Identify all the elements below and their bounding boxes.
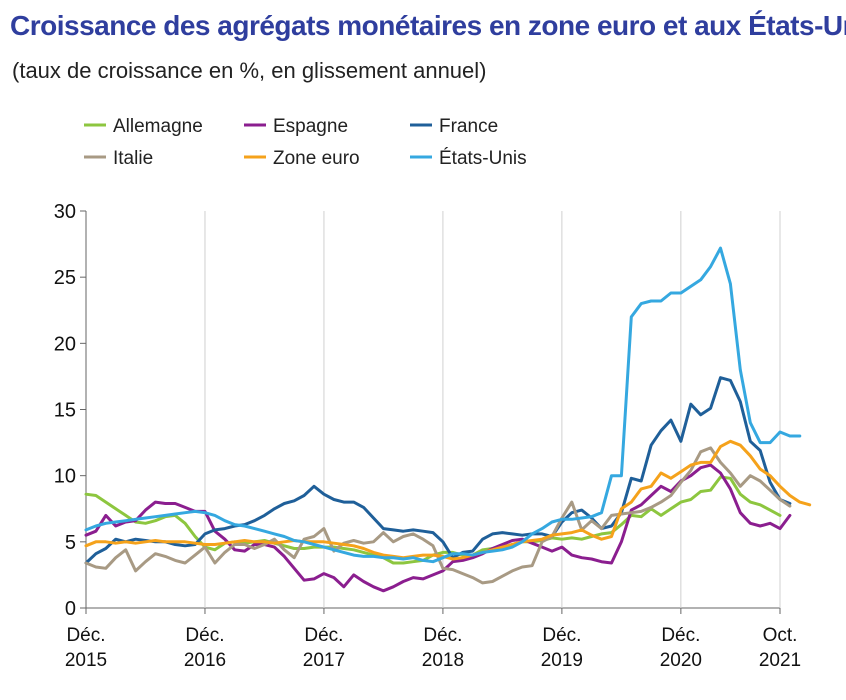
- x-tick-label: 2020: [660, 650, 702, 671]
- page-subtitle: (taux de croissance en %, en glissement …: [12, 58, 487, 83]
- y-tick-label: 30: [54, 201, 76, 223]
- x-tick-label: 2019: [541, 650, 583, 671]
- series-line--tats-unis: [84, 246, 802, 564]
- x-tick-label: 2018: [422, 650, 464, 671]
- legend-label: Espagne: [273, 116, 348, 137]
- x-tick-label: 2017: [303, 650, 345, 671]
- chart-series: [84, 246, 812, 593]
- page-title: Croissance des agrégats monétaires en zo…: [10, 10, 846, 41]
- y-tick-label: 0: [65, 598, 76, 620]
- legend-label: États-Unis: [439, 148, 527, 169]
- x-tick-label: Déc.: [66, 625, 105, 646]
- x-tick-label: 2016: [184, 650, 226, 671]
- series-line-zone-euro: [84, 439, 812, 561]
- legend-label: Zone euro: [273, 148, 360, 169]
- series-line-espagne: [84, 463, 792, 593]
- x-tick-label: 2021: [759, 650, 801, 671]
- x-tick-label: Déc.: [304, 625, 343, 646]
- x-tick-label: Déc.: [542, 625, 581, 646]
- y-tick-label: 15: [54, 400, 76, 422]
- y-tick-label: 25: [54, 267, 76, 289]
- legend-label: Italie: [113, 148, 153, 169]
- y-tick-label: 20: [54, 333, 76, 355]
- series-line-france: [84, 376, 792, 565]
- x-tick-label: Déc.: [185, 625, 224, 646]
- y-tick-label: 5: [65, 532, 76, 554]
- legend-label: France: [439, 116, 498, 137]
- x-tick-label: Déc.: [423, 625, 462, 646]
- x-tick-label: Déc.: [661, 625, 700, 646]
- x-tick-label: 2015: [65, 650, 107, 671]
- y-tick-label: 10: [54, 466, 76, 488]
- x-tick-label: Oct.: [763, 625, 798, 646]
- legend-label: Allemagne: [113, 116, 203, 137]
- chart-legend: Allemagne Espagne France Italie Zone euro Éta…: [84, 116, 527, 169]
- chart-ticks: Déc.2015Déc.2016Déc.2017Déc.2018Déc.2019…: [54, 201, 801, 671]
